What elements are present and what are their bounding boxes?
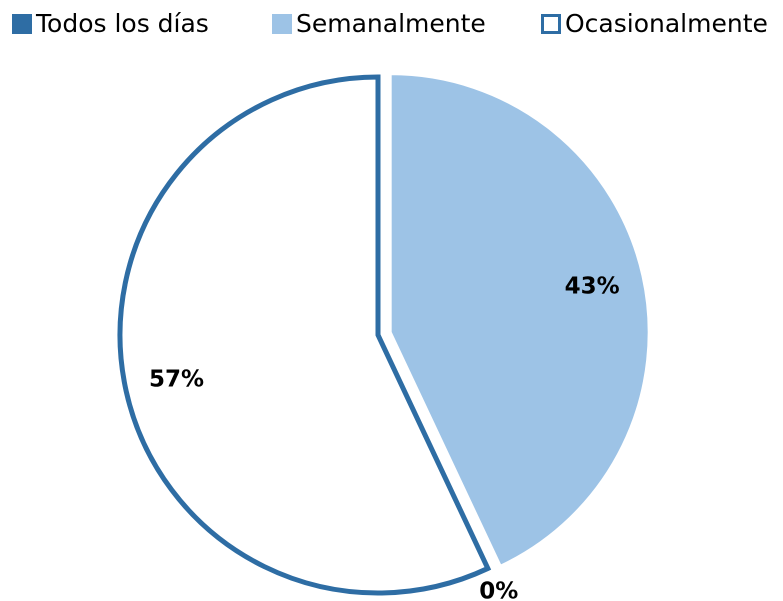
pie-slice [389, 73, 650, 567]
data-label: 0% [479, 578, 518, 601]
legend-swatch [12, 14, 32, 34]
data-label: 57% [149, 367, 204, 393]
legend-label: Todos los días [35, 9, 209, 38]
legend-label: Ocasionalmente [565, 9, 768, 38]
legend-label: Semanalmente [296, 9, 486, 38]
legend-swatch [541, 14, 561, 34]
legend-swatch [272, 14, 292, 34]
data-label: 43% [565, 274, 620, 300]
pie-slice [117, 74, 492, 596]
